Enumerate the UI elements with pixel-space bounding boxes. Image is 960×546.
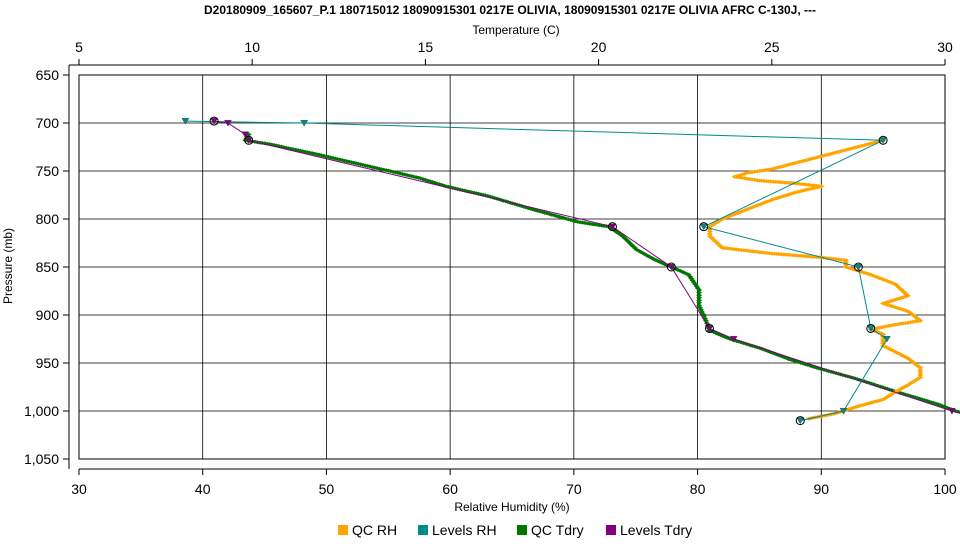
top-axis-tick-label: 5: [75, 39, 83, 55]
bottom-axis-tick-label: 50: [319, 481, 335, 497]
top-axis-tick-label: 15: [418, 39, 434, 55]
legend-label: Levels Tdry: [620, 522, 692, 538]
bottom-axis-tick-label: 60: [442, 481, 458, 497]
legend: QC RH Levels RH QC Tdry Levels Tdry: [338, 522, 692, 538]
bottom-axis-title: Relative Humidity (%): [454, 500, 569, 514]
top-axis-title: Temperature (C): [472, 23, 559, 37]
top-axis-tick-label: 20: [591, 39, 607, 55]
legend-label: QC RH: [352, 522, 397, 538]
top-axis-tick-label: 25: [764, 39, 780, 55]
grid: [79, 75, 945, 459]
legend-label: Levels RH: [432, 522, 497, 538]
legend-item-qc-tdry: QC Tdry: [517, 522, 584, 538]
legend-swatch: [606, 525, 616, 535]
bottom-axis-tick-label: 90: [813, 481, 829, 497]
y-axis-tick-label: 900: [36, 307, 60, 323]
bottom-axis-tick-label: 70: [566, 481, 582, 497]
legend-item-levels-tdry: Levels Tdry: [606, 522, 692, 538]
legend-item-qc-rh: QC RH: [338, 522, 397, 538]
legend-swatch: [338, 525, 348, 535]
top-axis-tick-label: 30: [937, 39, 953, 55]
legend-label: QC Tdry: [531, 522, 584, 538]
y-axis-tick-label: 650: [36, 67, 60, 83]
legend-swatch: [418, 525, 428, 535]
bottom-axis-tick-label: 30: [71, 481, 87, 497]
legend-item-levels-rh: Levels RH: [418, 522, 497, 538]
y-axis-tick-label: 800: [36, 211, 60, 227]
chart-title: D20180909_165607_P.1 180715012 180909153…: [204, 3, 816, 17]
top-axis-tick-label: 10: [244, 39, 260, 55]
y-axis-tick-label: 700: [36, 115, 60, 131]
y-axis-tick-label: 1,000: [24, 403, 59, 419]
y-axis-tick-label: 850: [36, 259, 60, 275]
legend-swatch: [517, 525, 527, 535]
y-axis-tick-label: 950: [36, 355, 60, 371]
y-axis-title: Pressure (mb): [1, 228, 15, 304]
y-axis-tick-label: 750: [36, 163, 60, 179]
y-axis-tick-label: 1,050: [24, 451, 59, 467]
bottom-axis-tick-label: 40: [195, 481, 211, 497]
bottom-axis-tick-label: 100: [933, 481, 957, 497]
bottom-axis-tick-label: 80: [690, 481, 706, 497]
